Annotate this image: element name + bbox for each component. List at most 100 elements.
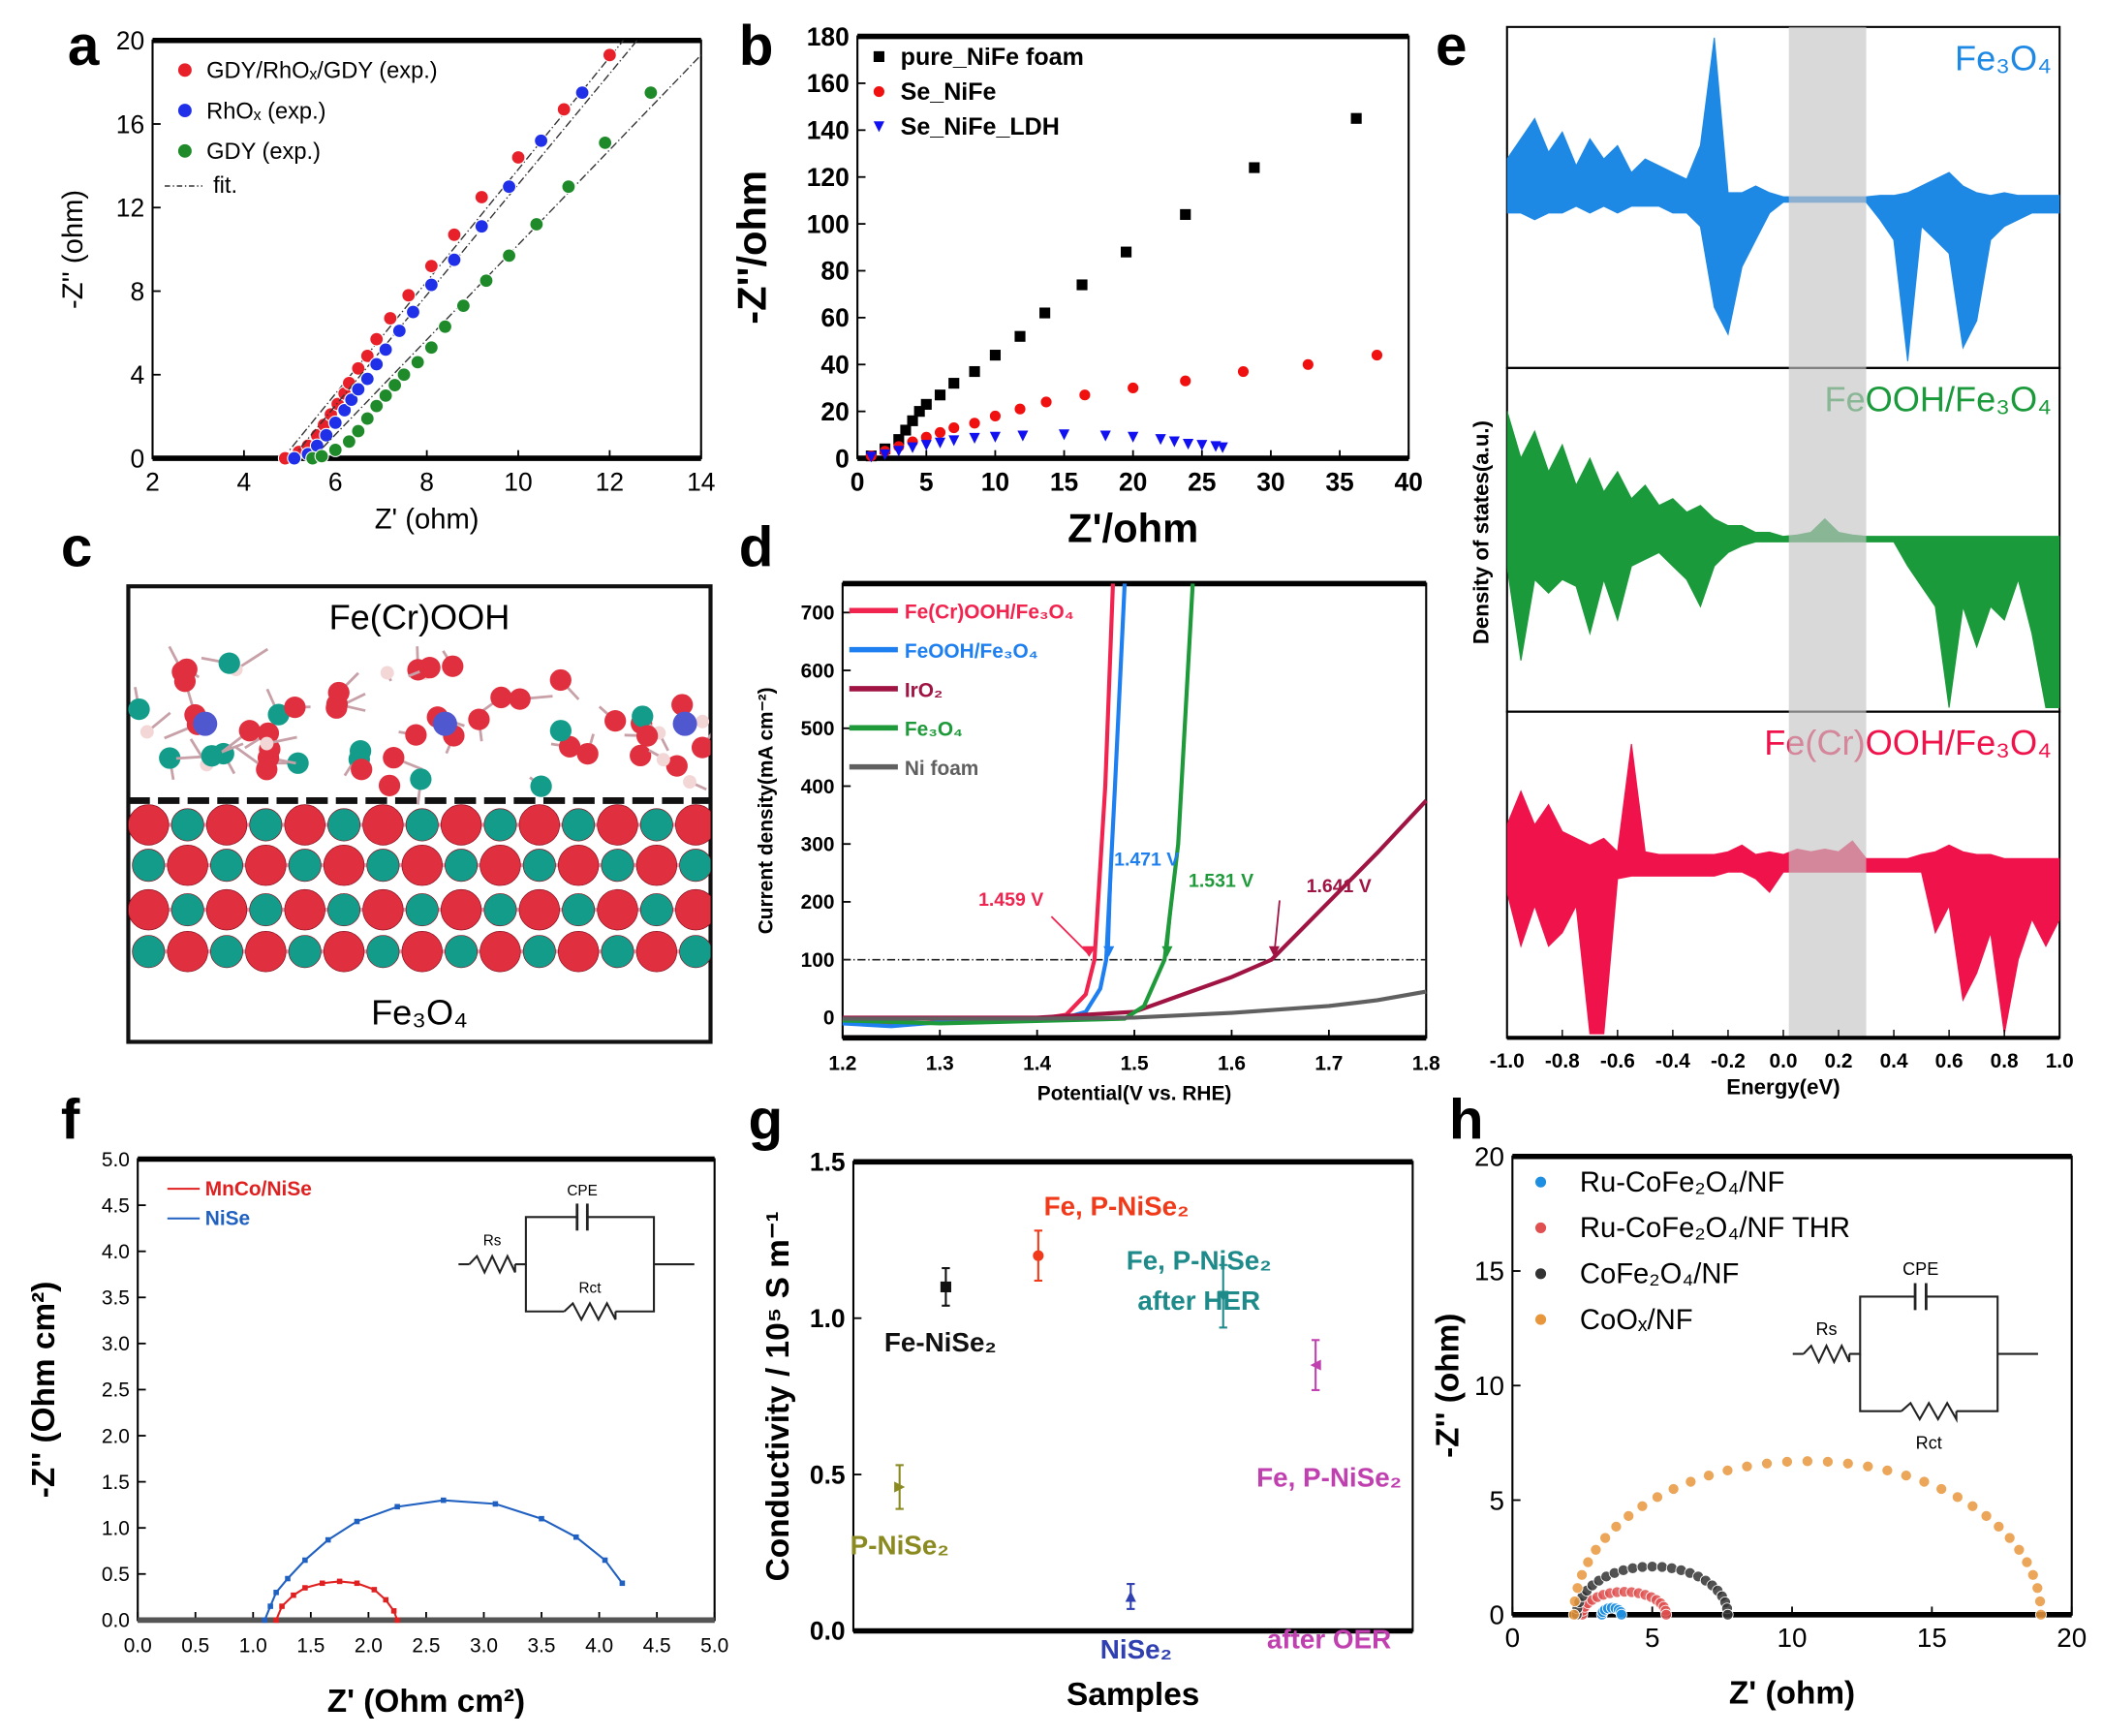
data-point	[273, 1590, 279, 1596]
surface-atom	[630, 744, 652, 767]
data-point	[948, 435, 960, 447]
data-point	[1014, 403, 1026, 415]
iron-atom	[327, 893, 361, 927]
oxygen-atom	[401, 931, 443, 973]
data-point	[602, 47, 617, 63]
point-label-line2: after OER	[1267, 1624, 1391, 1654]
y-tick-label: 2.5	[102, 1380, 130, 1402]
dos-fill	[1506, 37, 2060, 361]
panel-letter: g	[748, 1089, 783, 1152]
data-point	[1660, 1608, 1673, 1621]
data-point	[455, 298, 471, 314]
y-tick-label: 60	[820, 303, 849, 332]
rs-label: Rs	[1815, 1319, 1837, 1339]
data-point	[1665, 1562, 1678, 1574]
data-point	[279, 1603, 285, 1609]
legend-marker	[873, 50, 884, 62]
x-tick-label: 10	[981, 467, 1009, 496]
y-tick-label: 180	[807, 22, 850, 51]
data-point	[262, 1617, 267, 1624]
surface-atom	[468, 708, 490, 730]
y-tick-label: 100	[807, 209, 850, 238]
point-label: NiSe₂	[1100, 1634, 1172, 1664]
arrow-head	[1103, 946, 1115, 957]
data-point	[1217, 442, 1228, 453]
y-tick-label: 1.0	[102, 1517, 130, 1539]
x-tick-label: 12	[596, 467, 624, 496]
wire	[1859, 1353, 1902, 1412]
data-point	[1667, 1482, 1680, 1495]
x-tick-label: 4	[237, 467, 252, 496]
iron-atom	[719, 893, 751, 925]
data-point	[273, 1617, 279, 1624]
y-tick-label: 16	[116, 109, 144, 139]
y-tick-label: 0.0	[102, 1610, 130, 1632]
data-point	[1302, 358, 1314, 370]
data-point	[920, 440, 932, 451]
x-tick-label: 2.0	[355, 1635, 383, 1658]
data-point	[1310, 1359, 1321, 1371]
data-point	[378, 388, 393, 403]
data-point	[969, 418, 980, 429]
chromium-atom	[193, 711, 218, 736]
y-tick-label: 4.5	[102, 1194, 130, 1217]
y-tick-label: 160	[807, 69, 850, 98]
y-tick-label: 0.0	[810, 1617, 846, 1646]
x-tick-label: 14	[687, 467, 715, 496]
iron-atom	[366, 935, 400, 969]
x-tick-label: 20	[1119, 467, 1147, 496]
x-tick-label: 6	[328, 467, 343, 496]
data-point	[391, 323, 407, 339]
data-point	[1617, 1564, 1629, 1576]
data-point	[359, 371, 375, 387]
y-tick-label: 600	[801, 660, 835, 682]
y-tick-label: 4.0	[102, 1241, 130, 1263]
point-label: Fe, P-NiSe₂	[1256, 1462, 1402, 1492]
series-line	[842, 583, 1128, 1029]
legend-label: CoOₓ/NF	[1580, 1305, 1693, 1336]
iron-atom	[679, 849, 711, 883]
surface-atom	[378, 774, 401, 796]
data-point	[556, 102, 572, 117]
data-point	[574, 85, 590, 101]
data-point	[405, 304, 420, 320]
data-point	[1568, 1595, 1581, 1607]
y-axis-label: Current density(mA cm⁻²)	[756, 687, 778, 934]
data-point	[1980, 1509, 1993, 1522]
wire	[1849, 1295, 1916, 1355]
oxygen-atom	[205, 804, 248, 846]
y-tick-label: 100	[801, 949, 835, 972]
series-line	[842, 799, 1428, 1020]
x-axis-label: Z' (Ohm cm²)	[327, 1684, 525, 1720]
data-point	[1966, 1500, 1979, 1512]
data-point	[341, 434, 356, 450]
legend-label: pure_NiFe foam	[901, 44, 1084, 71]
data-point	[1237, 365, 1250, 378]
surface-atom	[201, 745, 223, 767]
x-tick-label: 0.0	[1769, 1050, 1797, 1072]
data-point	[1623, 1509, 1635, 1522]
chart-panel-d: 1.2 1.3 1.4 1.5 1.6 1.7 1.8 0 100 200 300 400 500 600…	[756, 580, 1440, 1104]
point-label: Fe-NiSe₂	[884, 1327, 997, 1357]
oxygen-atom	[128, 888, 170, 931]
surface-atom	[665, 755, 688, 777]
data-point	[479, 273, 494, 289]
oxygen-atom	[284, 804, 325, 846]
surface-atom	[576, 742, 599, 765]
y-tick-label: 0.5	[810, 1460, 846, 1489]
oxygen-atom	[479, 844, 521, 886]
data-point	[1935, 1482, 1948, 1495]
oxygen-atom	[557, 844, 600, 886]
y-tick-label: 20	[820, 397, 849, 426]
oxygen-atom	[635, 844, 678, 886]
legend-marker	[873, 86, 884, 98]
data-point	[285, 1575, 291, 1582]
x-tick-label: 1.4	[1023, 1053, 1051, 1075]
legend-label: Ru-CoFe₂O₄/NF	[1580, 1167, 1784, 1198]
data-point	[441, 1497, 447, 1504]
x-tick-label: 40	[1395, 467, 1423, 496]
x-tick-label: -0.4	[1655, 1050, 1690, 1072]
y-tick-label: 5.0	[102, 1149, 130, 1171]
data-point	[989, 431, 1001, 443]
x-tick-label: 0.0	[124, 1635, 152, 1658]
